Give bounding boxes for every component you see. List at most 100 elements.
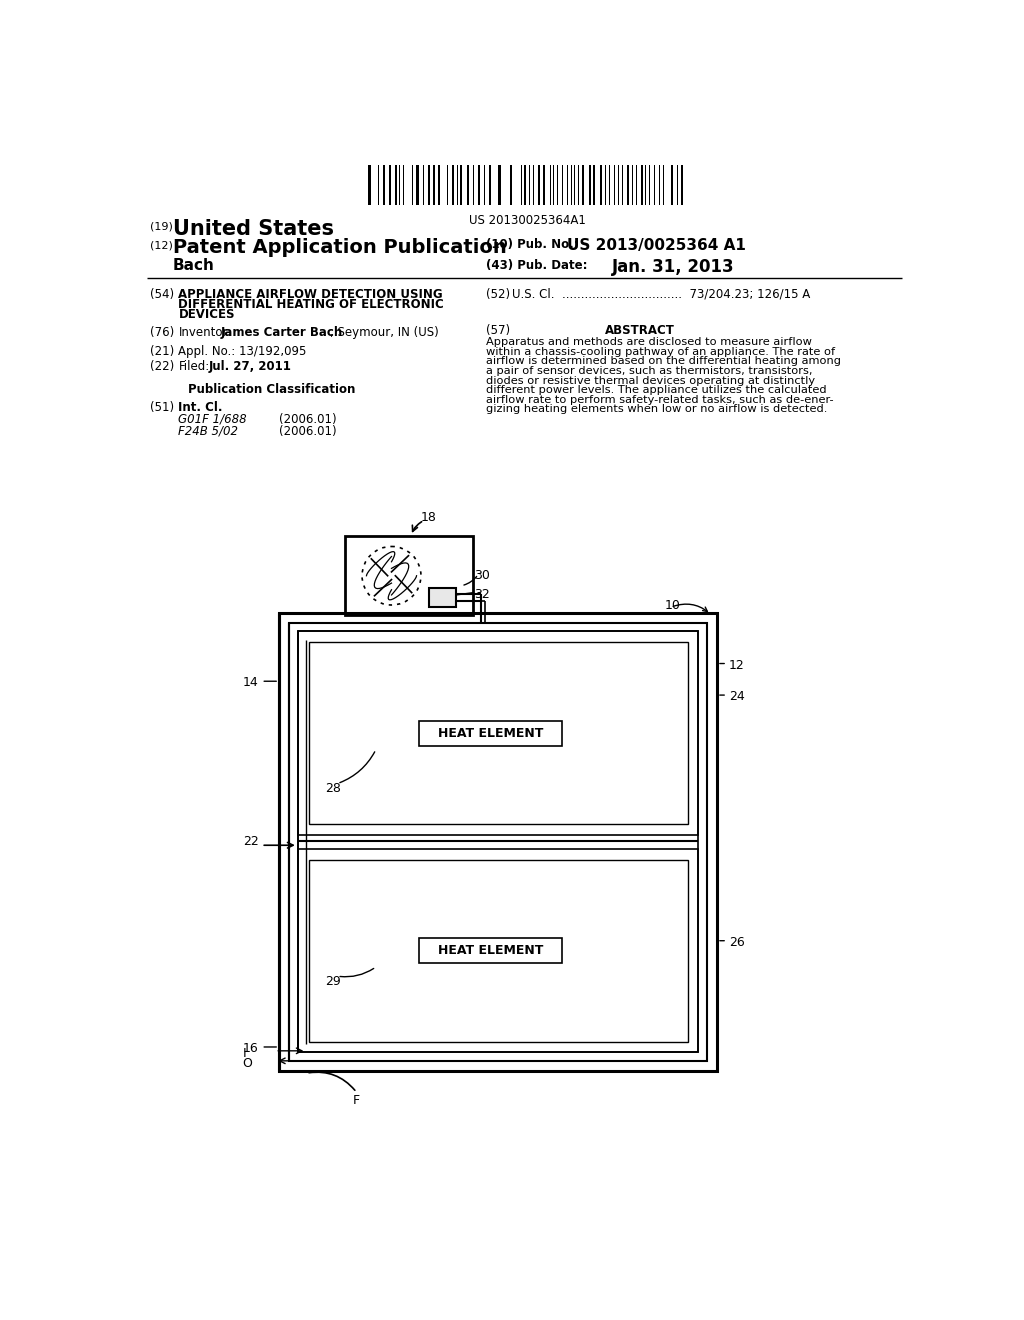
Text: 14: 14 [243, 676, 258, 689]
Text: Publication Classification: Publication Classification [187, 383, 355, 396]
Text: (10) Pub. No.:: (10) Pub. No.: [486, 239, 579, 252]
Bar [298, 631, 698, 1052]
Text: Int. Cl.: Int. Cl. [178, 401, 223, 414]
Text: different power levels. The appliance utilizes the calculated: different power levels. The appliance ut… [486, 385, 826, 395]
Bar [461, 165, 462, 205]
Bar [600, 165, 601, 205]
Bar [566, 165, 568, 205]
Bar [389, 165, 391, 205]
Bar [645, 165, 646, 205]
Bar [467, 165, 469, 205]
Text: within a chassis-cooling pathway of an appliance. The rate of: within a chassis-cooling pathway of an a… [486, 347, 836, 356]
FancyArrowPatch shape [340, 969, 374, 977]
Bar [589, 165, 591, 205]
Text: (12): (12) [150, 240, 173, 251]
Text: DIFFERENTIAL HEATING OF ELECTRONIC: DIFFERENTIAL HEATING OF ELECTRONIC [178, 298, 444, 310]
Bar [489, 165, 490, 205]
Text: (22): (22) [150, 360, 174, 374]
Bar [280, 612, 717, 1071]
Bar [394, 165, 397, 205]
Text: HEAT ELEMENT: HEAT ELEMENT [437, 944, 543, 957]
Bar [473, 165, 474, 205]
Text: (2006.01): (2006.01) [280, 425, 337, 438]
Bar [308, 642, 687, 825]
Bar [636, 165, 637, 205]
Text: ABSTRACT: ABSTRACT [604, 323, 675, 337]
Text: US 20130025364A1: US 20130025364A1 [469, 214, 586, 227]
Bar [345, 536, 473, 615]
Bar [457, 165, 458, 205]
Bar [578, 165, 579, 205]
Bar [524, 165, 526, 205]
Bar [433, 165, 435, 205]
Text: 24: 24 [729, 689, 744, 702]
Bar [593, 165, 595, 205]
Bar [383, 165, 385, 205]
Text: Jan. 31, 2013: Jan. 31, 2013 [611, 259, 734, 276]
Bar [378, 165, 379, 205]
Text: U.S. Cl.  ................................  73/204.23; 126/15 A: U.S. Cl. ...............................… [512, 288, 810, 301]
FancyArrowPatch shape [264, 842, 293, 847]
Bar [298, 849, 698, 1052]
FancyArrowPatch shape [673, 605, 708, 611]
Bar [677, 165, 678, 205]
Text: O: O [243, 1057, 253, 1071]
Bar [627, 165, 630, 205]
Bar [538, 165, 541, 205]
Text: Apparatus and methods are disclosed to measure airflow: Apparatus and methods are disclosed to m… [486, 337, 812, 347]
Text: (43) Pub. Date:: (43) Pub. Date: [486, 259, 588, 272]
Bar [446, 165, 449, 205]
Text: DEVICES: DEVICES [178, 308, 234, 321]
Text: Appl. No.: 13/192,095: Appl. No.: 13/192,095 [178, 345, 307, 358]
Text: 16: 16 [243, 1043, 258, 1056]
Bar [550, 165, 551, 205]
Bar [681, 165, 683, 205]
Bar [438, 165, 439, 205]
Bar [583, 165, 584, 205]
Text: Jul. 27, 2011: Jul. 27, 2011 [209, 360, 292, 374]
Bar [641, 165, 643, 205]
Text: 12: 12 [729, 659, 744, 672]
Text: Filed:: Filed: [178, 360, 210, 374]
Bar [452, 165, 454, 205]
Bar [649, 165, 650, 205]
Text: (76): (76) [150, 326, 174, 339]
Text: F24B 5/02: F24B 5/02 [178, 425, 239, 438]
FancyArrowPatch shape [340, 752, 375, 783]
Bar [298, 631, 698, 836]
FancyArrowPatch shape [413, 521, 422, 532]
Text: 32: 32 [474, 589, 490, 601]
Bar [417, 165, 419, 205]
Text: 26: 26 [729, 936, 744, 949]
Text: Bach: Bach [173, 259, 215, 273]
Text: Inventor:: Inventor: [178, 326, 231, 339]
Text: gizing heating elements when low or no airflow is detected.: gizing heating elements when low or no a… [486, 404, 827, 414]
Bar [671, 165, 673, 205]
Text: I: I [243, 1047, 247, 1060]
Text: 18: 18 [421, 511, 437, 524]
Text: 10: 10 [665, 599, 680, 612]
FancyArrowPatch shape [309, 1072, 355, 1090]
Text: (54): (54) [150, 288, 174, 301]
Text: United States: United States [173, 219, 334, 239]
Bar [289, 623, 707, 1061]
Text: James Carter Bach: James Carter Bach [221, 326, 343, 339]
Bar [478, 165, 480, 205]
Bar [419, 721, 562, 746]
Bar [369, 165, 371, 205]
Text: (21): (21) [150, 345, 174, 358]
Text: F: F [352, 1094, 359, 1107]
Text: Patent Application Publication: Patent Application Publication [173, 239, 507, 257]
Bar [557, 165, 558, 205]
Text: HEAT ELEMENT: HEAT ELEMENT [437, 727, 543, 739]
Text: 22: 22 [243, 836, 258, 849]
Bar [499, 165, 501, 205]
Bar [308, 859, 687, 1041]
Text: (2006.01): (2006.01) [280, 412, 337, 425]
Bar [429, 589, 456, 607]
Bar [510, 165, 512, 205]
Text: , Seymour, IN (US): , Seymour, IN (US) [330, 326, 438, 339]
Text: APPLIANCE AIRFLOW DETECTION USING: APPLIANCE AIRFLOW DETECTION USING [178, 288, 443, 301]
Bar [632, 165, 633, 205]
Text: airflow is determined based on the differential heating among: airflow is determined based on the diffe… [486, 356, 841, 366]
